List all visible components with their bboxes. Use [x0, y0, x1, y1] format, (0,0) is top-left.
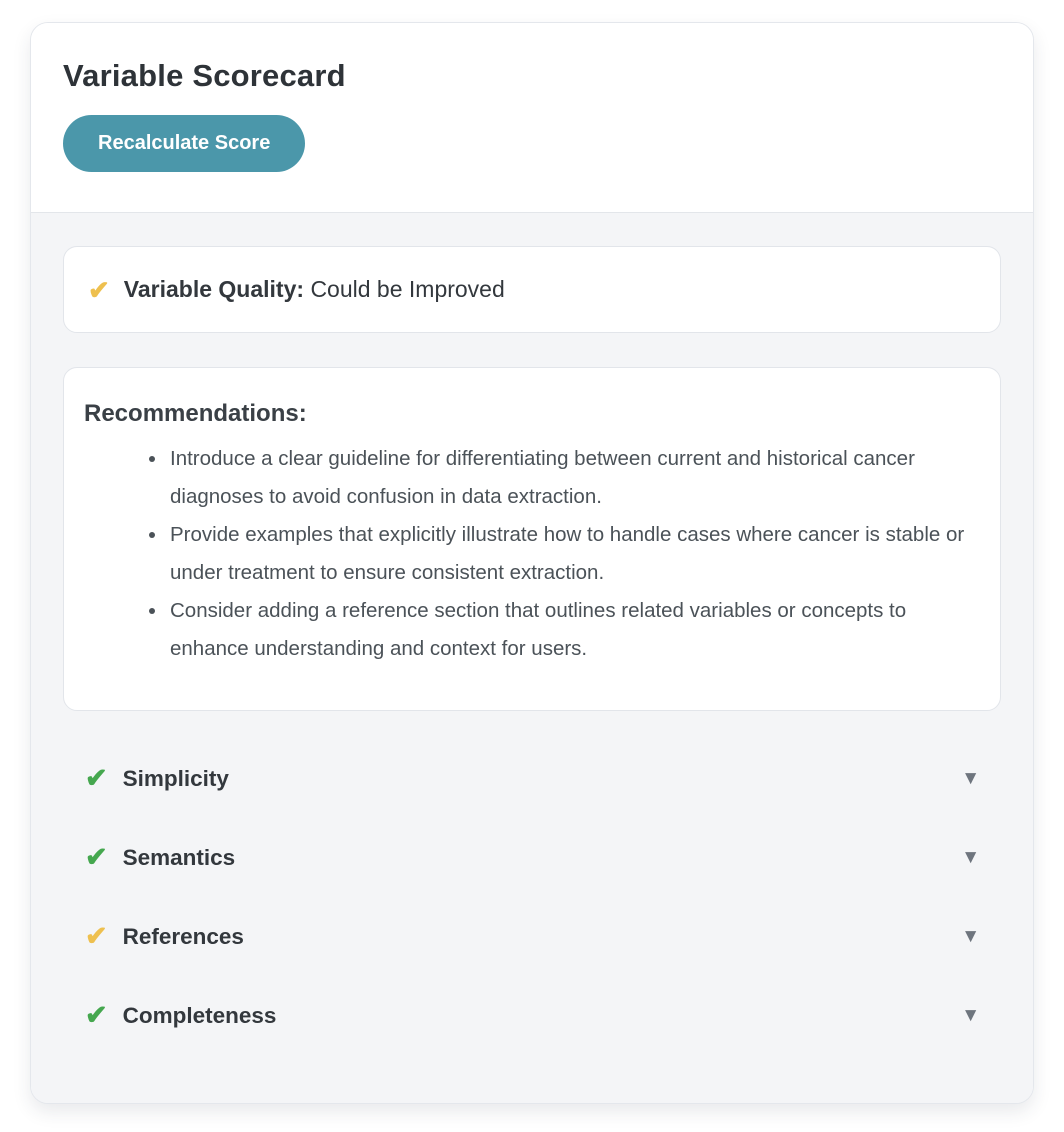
section-label: Simplicity — [122, 765, 229, 791]
section-label: Semantics — [122, 844, 236, 870]
check-icon: ✔ — [85, 842, 108, 872]
check-icon: ✔ — [88, 274, 110, 305]
section-row-references[interactable]: ✔ References ▼ — [63, 897, 1001, 976]
section-row-semantics[interactable]: ✔ Semantics ▼ — [63, 818, 1001, 897]
section-label: Completeness — [122, 1002, 277, 1028]
check-icon: ✔ — [85, 921, 108, 951]
chevron-down-icon[interactable]: ▼ — [961, 926, 980, 947]
check-icon: ✔ — [85, 763, 108, 793]
recommendation-item: Provide examples that explicitly illustr… — [168, 516, 976, 592]
recommendation-item: Consider adding a reference section that… — [168, 592, 976, 668]
chevron-down-icon[interactable]: ▼ — [961, 847, 980, 868]
variable-quality-value: Could be Improved — [310, 276, 505, 302]
recommendation-item: Introduce a clear guideline for differen… — [168, 440, 976, 516]
section-label: References — [122, 923, 244, 949]
chevron-down-icon[interactable]: ▼ — [961, 768, 980, 789]
section-row-simplicity[interactable]: ✔ Simplicity ▼ — [63, 739, 1001, 818]
section-row-completeness[interactable]: ✔ Completeness ▼ — [63, 976, 1001, 1055]
recalculate-score-button[interactable]: Recalculate Score — [63, 115, 306, 172]
variable-scorecard-panel: Variable Scorecard Recalculate Score ✔ V… — [30, 22, 1034, 1104]
recommendations-heading: Recommendations: — [84, 400, 307, 427]
variable-quality-text: Variable Quality: Could be Improved — [124, 276, 505, 303]
scorecard-body: ✔ Variable Quality: Could be Improved Re… — [31, 212, 1033, 1103]
check-icon: ✔ — [85, 1000, 108, 1030]
recommendations-card: Recommendations: Introduce a clear guide… — [63, 367, 1001, 711]
chevron-down-icon[interactable]: ▼ — [961, 1005, 980, 1026]
variable-quality-label: Variable Quality: — [123, 276, 305, 302]
scorecard-header: Variable Scorecard Recalculate Score — [31, 23, 1033, 212]
variable-quality-card: ✔ Variable Quality: Could be Improved — [63, 246, 1001, 333]
page-title: Variable Scorecard — [63, 58, 346, 93]
recommendations-list: Introduce a clear guideline for differen… — [84, 440, 976, 668]
